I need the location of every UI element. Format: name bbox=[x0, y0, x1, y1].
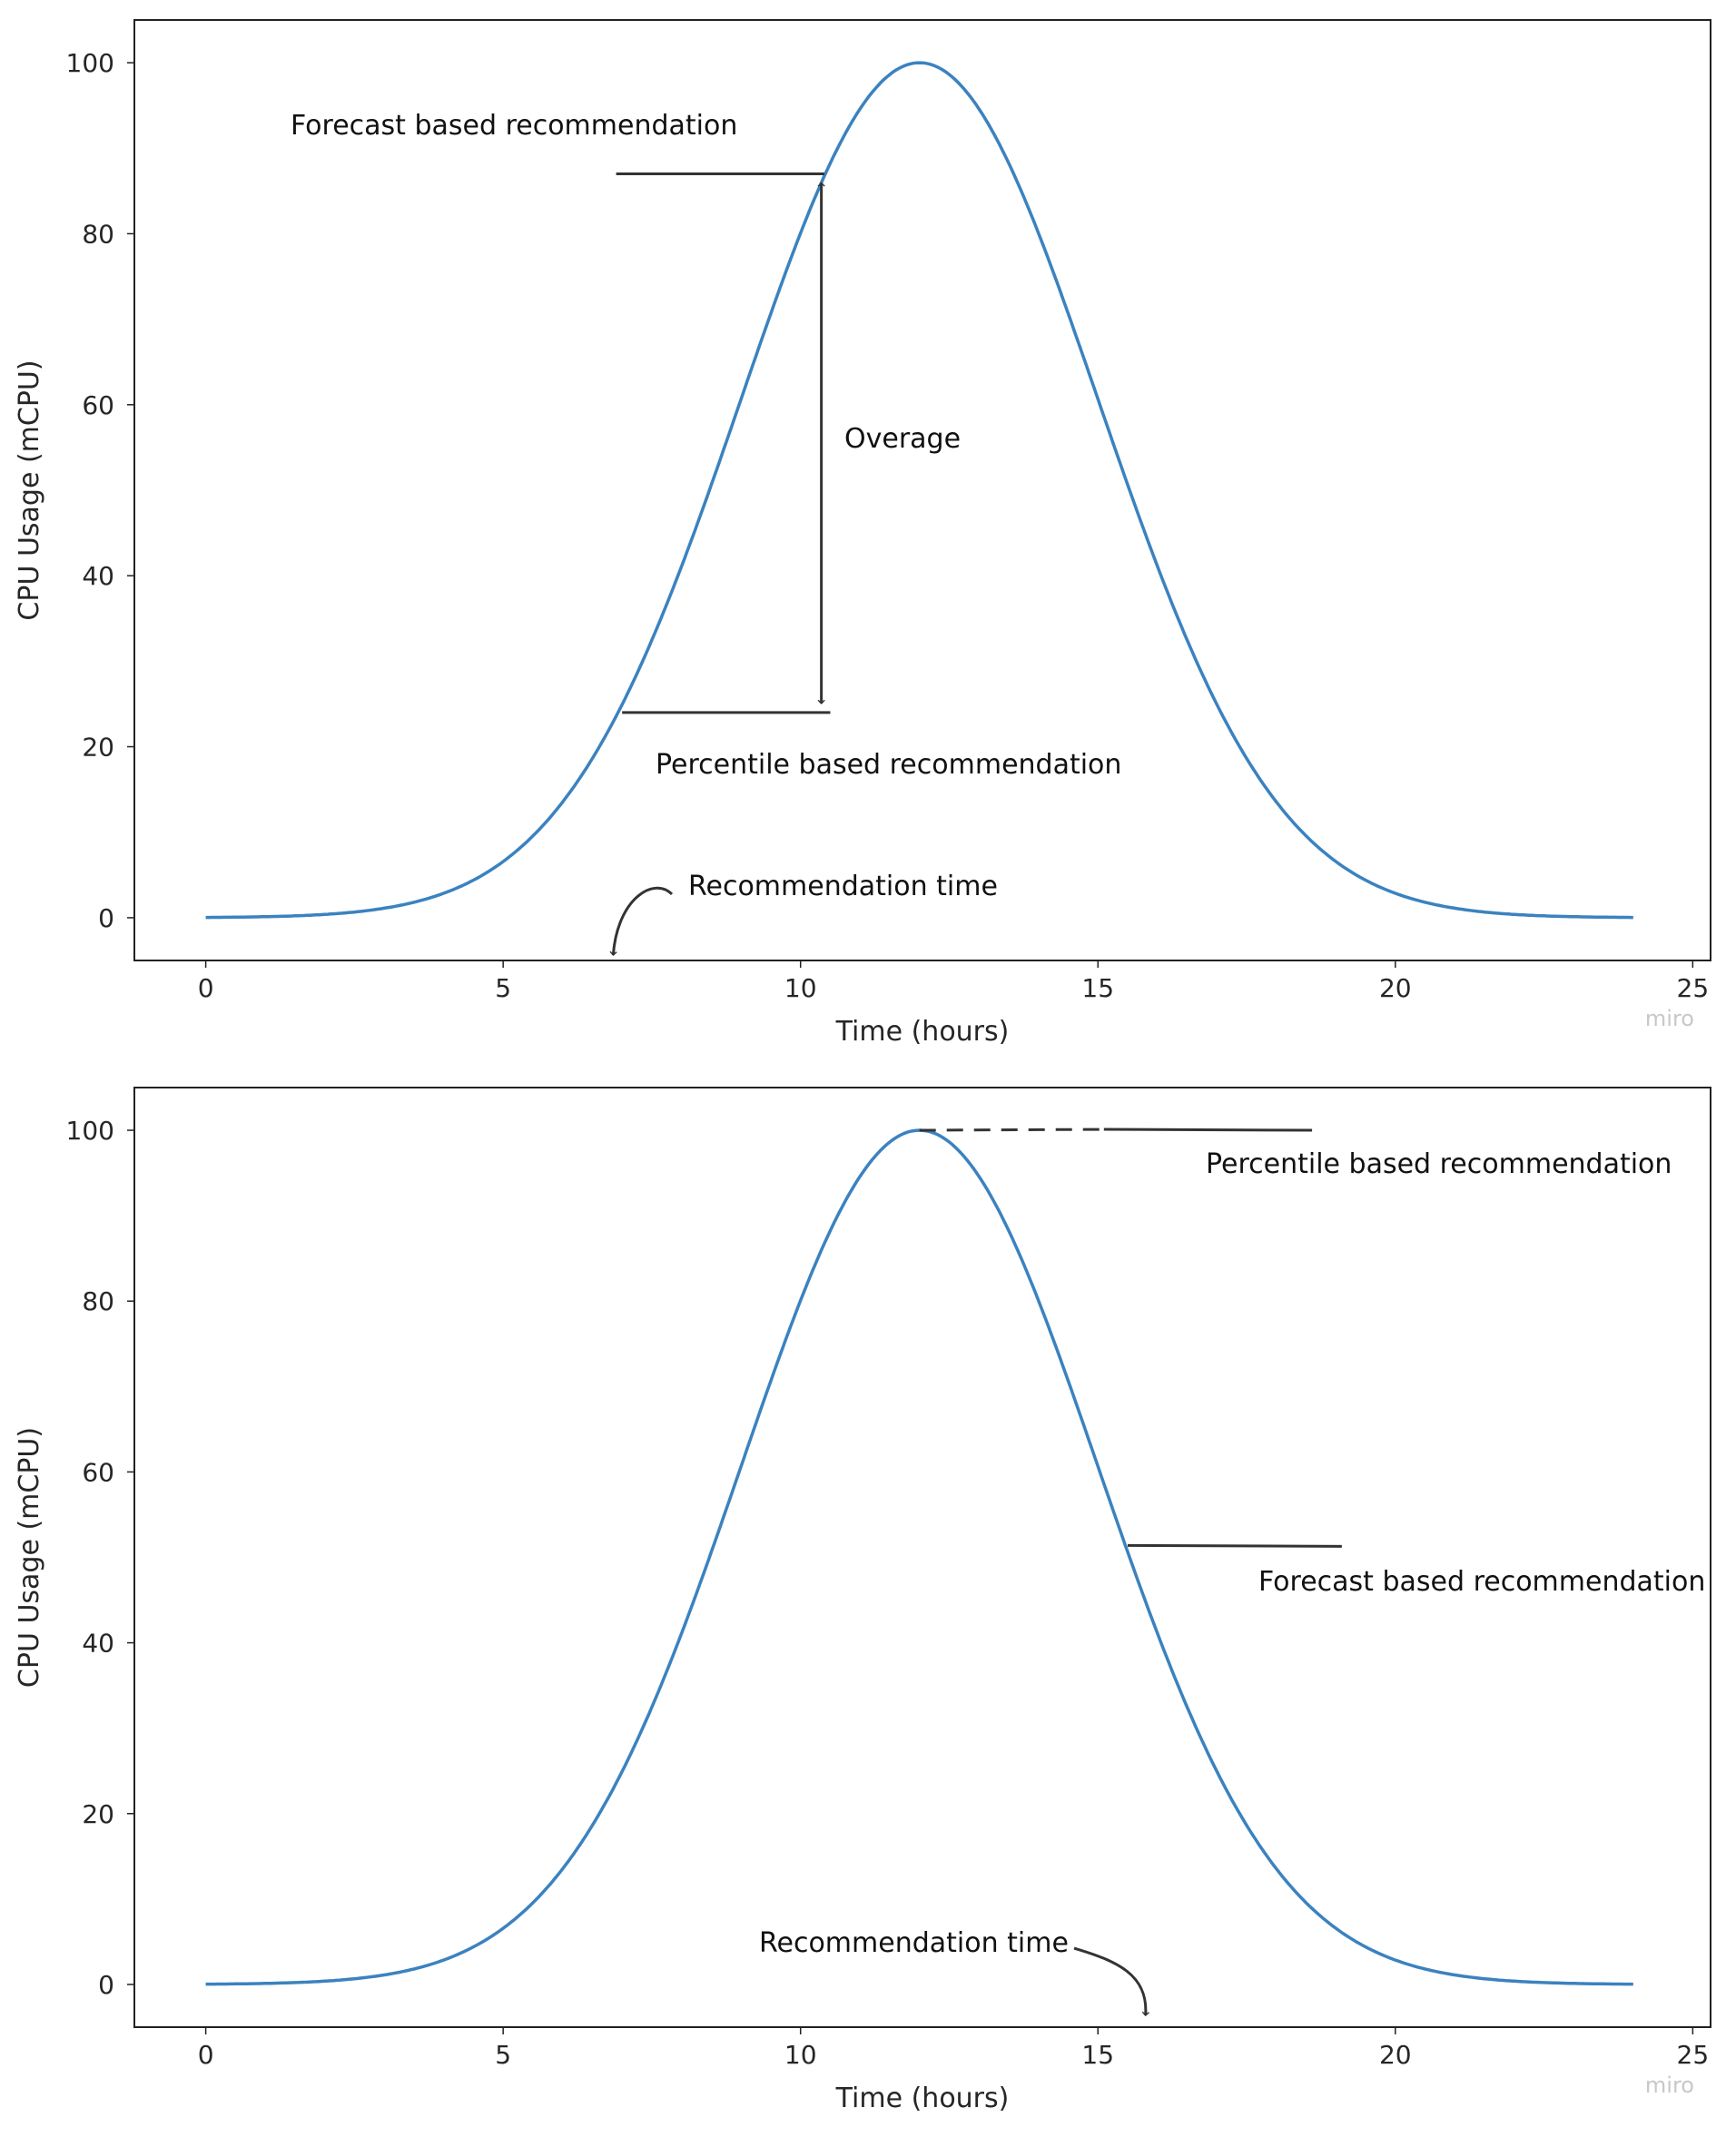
watermark: miro bbox=[1645, 1006, 1694, 1031]
forecast-recommendation-line bbox=[1128, 1543, 1342, 1548]
x-tick-label: 10 bbox=[784, 973, 817, 1003]
y-tick-label: 100 bbox=[66, 48, 114, 78]
y-tick-label: 40 bbox=[82, 561, 114, 591]
plot-frame bbox=[133, 19, 1711, 961]
percentile-recommendation-line bbox=[1103, 1128, 1313, 1132]
x-tick-label: 0 bbox=[198, 2040, 214, 2070]
forecast-label: Forecast based recommendation bbox=[1258, 1566, 1705, 1598]
x-tick-label: 15 bbox=[1081, 973, 1114, 1003]
x-axis-label: Time (hours) bbox=[835, 2083, 1010, 2114]
chart-panel-1: 0 5 10 15 20 25 0 20 40 60 80 100 Time (hours) CPU Us… bbox=[14, 19, 1711, 1048]
recommendation-time-label: Recommendation time bbox=[688, 871, 998, 902]
series-line bbox=[205, 1128, 1633, 1986]
recommendation-time-arrow bbox=[1073, 1946, 1149, 2016]
y-tick-label: 0 bbox=[98, 1970, 114, 2000]
x-tick-label: 25 bbox=[1677, 2040, 1710, 2070]
y-axis-label: CPU Usage (mCPU) bbox=[14, 359, 45, 620]
percentile-label: Percentile based recommendation bbox=[1206, 1148, 1672, 1180]
y-tick-label: 100 bbox=[66, 1116, 114, 1146]
y-tick-label: 20 bbox=[82, 733, 114, 763]
recommendation-time-label: Recommendation time bbox=[759, 1927, 1069, 1959]
x-tick-label: 20 bbox=[1379, 973, 1412, 1003]
y-tick-label: 60 bbox=[82, 390, 114, 420]
percentile-dashed-line bbox=[919, 1128, 1104, 1132]
x-tick-label: 10 bbox=[784, 2040, 817, 2070]
x-tick-label: 0 bbox=[198, 973, 214, 1003]
plot-frame bbox=[133, 1087, 1711, 2028]
series-line bbox=[205, 61, 1633, 920]
x-tick-label: 15 bbox=[1081, 2040, 1114, 2070]
y-tick-label: 80 bbox=[82, 219, 114, 249]
y-tick-label: 40 bbox=[82, 1629, 114, 1659]
chart-panel-2: 0 5 10 15 20 25 0 20 40 60 80 100 Time (hours) CPU Us… bbox=[14, 1087, 1711, 2114]
x-axis-label: Time (hours) bbox=[835, 1016, 1010, 1048]
y-tick-label: 20 bbox=[82, 1799, 114, 1829]
recommendation-time-arrow bbox=[609, 886, 674, 956]
y-tick-label: 0 bbox=[98, 903, 114, 933]
watermark: miro bbox=[1645, 2073, 1694, 2098]
y-tick-label: 80 bbox=[82, 1286, 114, 1316]
x-tick-label: 5 bbox=[495, 973, 511, 1003]
x-tick-label: 25 bbox=[1677, 973, 1710, 1003]
forecast-label: Forecast based recommendation bbox=[291, 110, 737, 142]
percentile-label: Percentile based recommendation bbox=[656, 749, 1121, 781]
overage-label: Overage bbox=[844, 423, 961, 455]
y-axis-label: CPU Usage (mCPU) bbox=[14, 1427, 45, 1688]
y-tick-label: 60 bbox=[82, 1457, 114, 1487]
x-tick-label: 5 bbox=[495, 2040, 511, 2070]
x-tick-label: 20 bbox=[1379, 2040, 1412, 2070]
